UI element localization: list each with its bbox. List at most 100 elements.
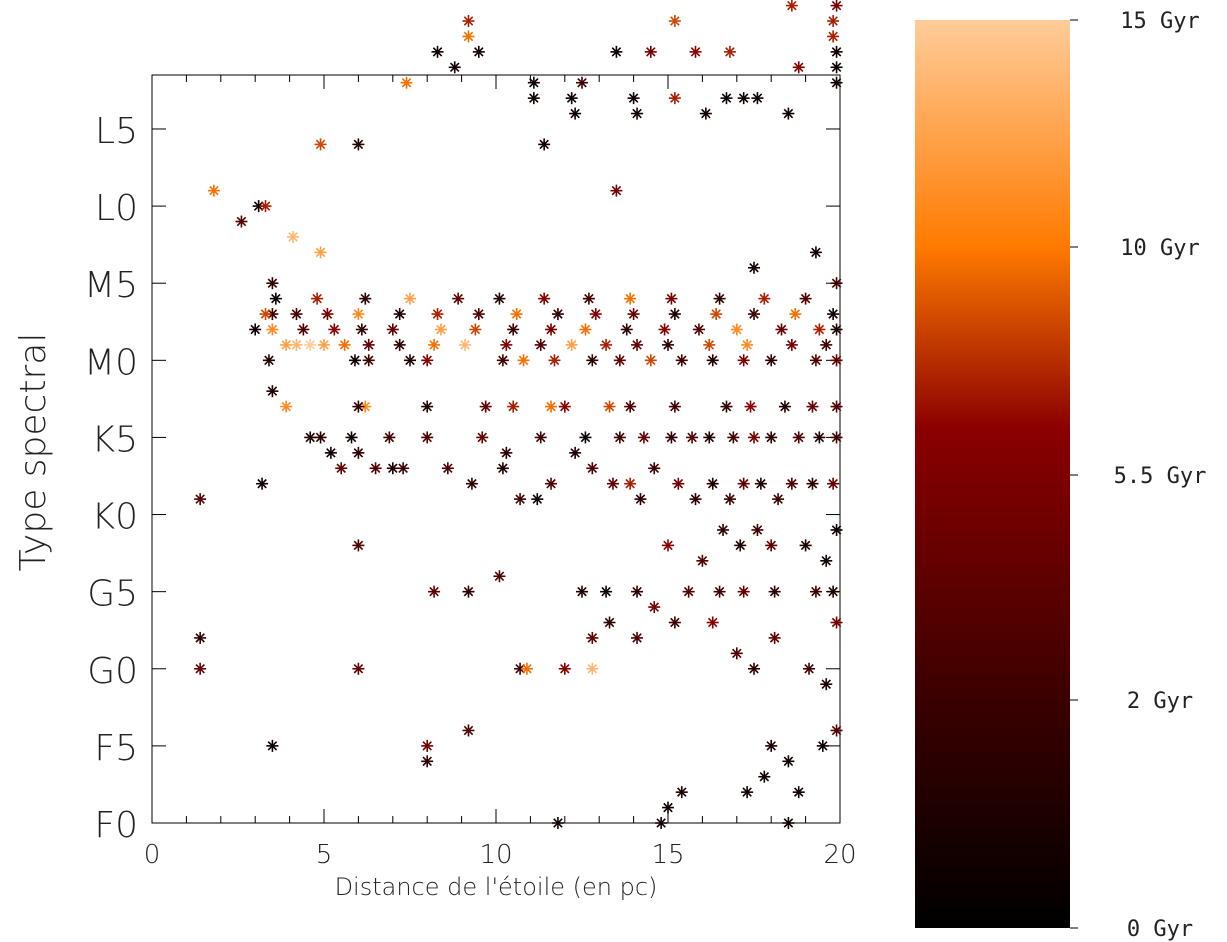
x-ticks: 0 5 10 15 20: [144, 75, 857, 870]
data-point: [431, 308, 444, 321]
data-point: [730, 647, 743, 660]
data-point: [668, 15, 681, 28]
data-point: [469, 323, 482, 336]
data-point: [421, 431, 434, 444]
data-point: [748, 308, 760, 321]
data-point: [352, 308, 365, 321]
data-point: [324, 446, 337, 459]
data-point: [662, 539, 674, 552]
data-point: [404, 292, 416, 305]
y-tick-label: L0: [95, 188, 138, 229]
data-point: [476, 431, 489, 444]
data-point: [662, 338, 674, 351]
data-point: [644, 354, 657, 367]
data-point: [369, 462, 382, 475]
data-point: [465, 477, 478, 490]
data-point: [648, 601, 661, 614]
data-point: [314, 431, 327, 444]
data-point: [431, 45, 444, 58]
data-point: [579, 323, 592, 336]
data-point: [785, 477, 798, 490]
data-point: [737, 354, 750, 367]
data-point: [565, 92, 578, 105]
data-point: [393, 338, 406, 351]
data-point: [820, 338, 833, 351]
data-point: [799, 539, 812, 552]
data-point: [713, 292, 726, 305]
data-point: [207, 184, 220, 197]
data-point: [421, 739, 434, 752]
data-point: [352, 446, 365, 459]
data-point: [538, 292, 551, 305]
data-point: [352, 539, 365, 552]
data-point: [758, 770, 771, 783]
data-point: [830, 431, 843, 444]
data-point: [348, 354, 361, 367]
data-point: [830, 616, 843, 629]
data-point: [600, 585, 613, 598]
data-point: [586, 631, 599, 644]
data-point: [359, 292, 372, 305]
data-point: [421, 755, 434, 768]
data-point: [768, 585, 781, 598]
data-point: [631, 631, 644, 644]
data-point: [830, 354, 843, 367]
data-point: [803, 662, 816, 675]
data-point: [517, 354, 530, 367]
colorbar-tick-label: 2 Gyr: [1127, 689, 1193, 714]
data-point: [269, 292, 282, 305]
data-point: [751, 523, 764, 536]
data-point: [259, 308, 272, 321]
data-point: [386, 323, 399, 336]
colorbar-tick-label: 0 Gyr: [1127, 917, 1193, 942]
data-point: [689, 493, 702, 506]
data-point: [527, 76, 540, 89]
data-point: [703, 338, 716, 351]
y-axis-title: Type spectral: [13, 333, 54, 572]
data-point: [692, 323, 705, 336]
data-point: [706, 616, 719, 629]
data-point: [748, 662, 760, 675]
data-point: [631, 107, 644, 120]
data-point: [462, 585, 475, 598]
data-point: [235, 215, 248, 228]
colorbar-tick-label: 10 Gyr: [1120, 236, 1199, 261]
data-point: [428, 585, 441, 598]
data-point: [610, 184, 623, 197]
data-point: [613, 354, 626, 367]
data-point: [441, 462, 454, 475]
data-point: [830, 523, 843, 536]
data-point: [249, 323, 262, 336]
data-point: [479, 400, 492, 413]
data-point: [600, 338, 613, 351]
data-point: [730, 323, 743, 336]
data-point: [589, 308, 602, 321]
data-point: [827, 30, 840, 43]
data-point: [421, 354, 434, 367]
data-point: [830, 0, 843, 12]
data-point: [383, 431, 396, 444]
x-tick-label: 15: [651, 840, 684, 870]
data-point: [723, 45, 736, 58]
data-point: [703, 431, 716, 444]
data-point: [400, 76, 413, 89]
data-point: [531, 493, 544, 506]
data-point: [744, 400, 757, 413]
data-point: [775, 323, 788, 336]
data-point: [806, 400, 819, 413]
colorbar-tick-label: 15 Gyr: [1120, 9, 1199, 34]
data-point: [538, 138, 551, 151]
data-point: [472, 308, 485, 321]
data-point: [287, 230, 300, 243]
y-tick-label: K5: [91, 419, 138, 460]
data-point: [514, 493, 527, 506]
data-point: [765, 431, 778, 444]
data-point: [421, 400, 434, 413]
data-point: [576, 76, 588, 89]
data-point: [717, 523, 730, 536]
data-point: [754, 477, 767, 490]
data-point: [558, 400, 571, 413]
data-point: [723, 493, 736, 506]
data-point: [772, 493, 785, 506]
data-point: [655, 817, 668, 829]
